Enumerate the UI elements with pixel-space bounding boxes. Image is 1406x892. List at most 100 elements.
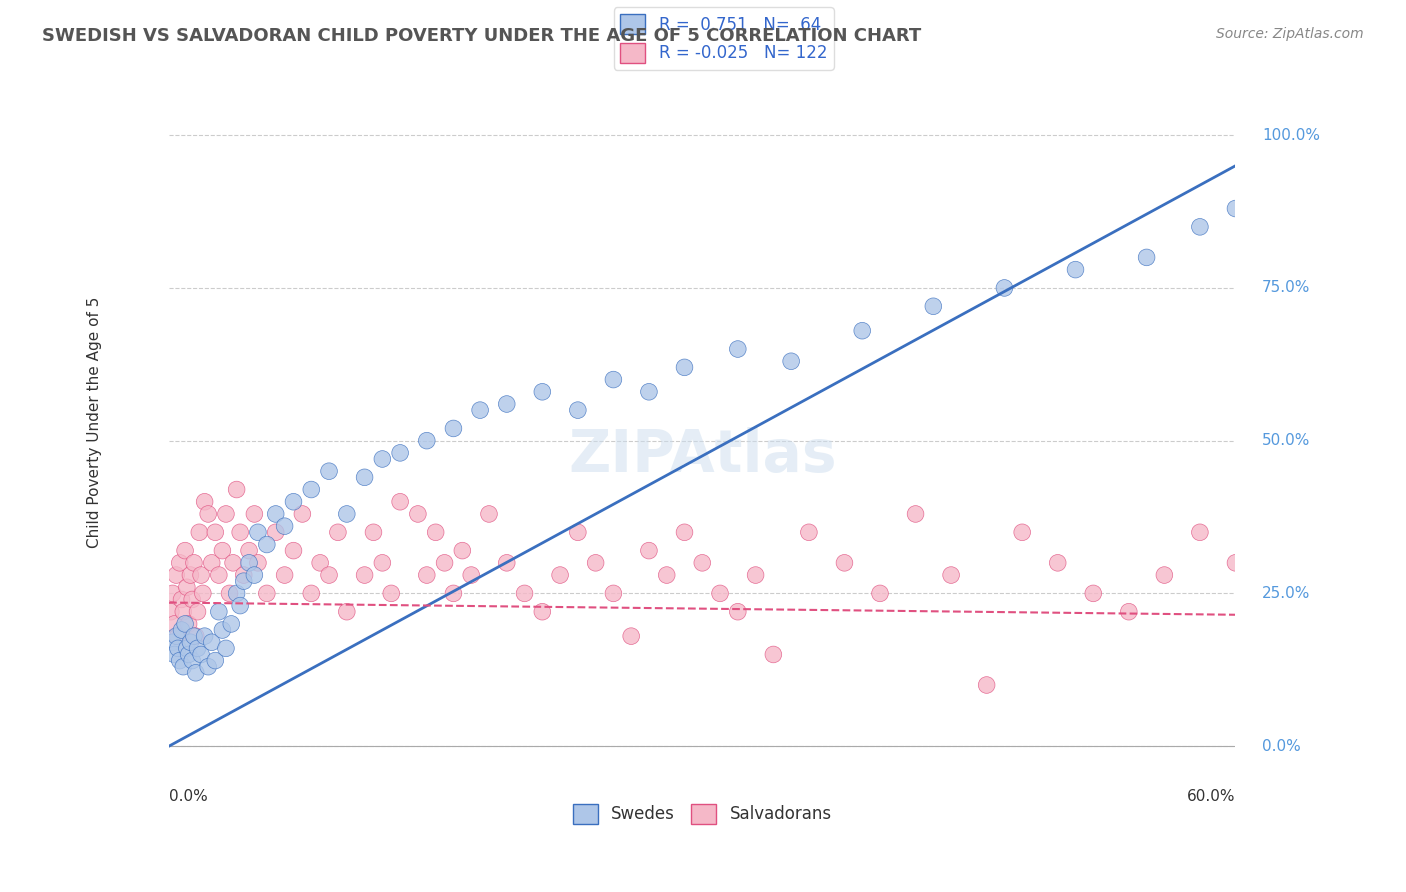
Point <box>309 556 332 570</box>
Point <box>797 525 820 540</box>
Point <box>167 629 190 643</box>
Point <box>371 452 394 467</box>
Point <box>194 494 217 508</box>
Point <box>318 464 340 478</box>
Point <box>169 654 191 668</box>
Point <box>1083 586 1105 600</box>
Point <box>709 586 731 600</box>
Point <box>264 525 287 540</box>
Point <box>1295 605 1317 619</box>
Point <box>229 525 252 540</box>
Point <box>256 537 278 551</box>
Point <box>183 629 205 643</box>
Point <box>513 586 536 600</box>
Point <box>371 556 394 570</box>
Point <box>336 605 359 619</box>
Point <box>1295 159 1317 173</box>
Text: ZIPAtlas: ZIPAtlas <box>568 427 837 484</box>
Point <box>299 483 322 497</box>
Point <box>638 543 661 558</box>
Point <box>1331 568 1354 582</box>
Point <box>1046 556 1069 570</box>
Point <box>162 635 184 649</box>
Point <box>1188 525 1211 540</box>
Point <box>162 586 184 600</box>
Point <box>238 556 260 570</box>
Point <box>939 568 962 582</box>
Point <box>174 616 197 631</box>
Point <box>1225 202 1247 216</box>
Point <box>190 568 212 582</box>
Point <box>389 494 412 508</box>
Point <box>851 324 873 338</box>
Point <box>197 507 219 521</box>
Text: 75.0%: 75.0% <box>1263 280 1310 295</box>
Point <box>443 421 465 435</box>
Point <box>170 592 193 607</box>
Text: 0.0%: 0.0% <box>169 789 208 804</box>
Point <box>160 605 183 619</box>
Point <box>219 616 242 631</box>
Point <box>416 434 439 448</box>
Point <box>1367 525 1389 540</box>
Point <box>283 543 305 558</box>
Point <box>1260 177 1282 191</box>
Point <box>655 568 678 582</box>
Point <box>416 568 439 582</box>
Point <box>179 568 201 582</box>
Point <box>176 580 198 594</box>
Point <box>1136 251 1159 265</box>
Point <box>222 556 245 570</box>
Point <box>531 384 554 399</box>
Point <box>165 568 187 582</box>
Point <box>869 586 891 600</box>
Point <box>238 543 260 558</box>
Point <box>232 568 254 582</box>
Point <box>183 556 205 570</box>
Point <box>208 568 231 582</box>
Point <box>170 623 193 637</box>
Point <box>172 605 194 619</box>
Point <box>264 507 287 521</box>
Point <box>585 556 607 570</box>
Point <box>567 525 589 540</box>
Text: 25.0%: 25.0% <box>1263 586 1310 601</box>
Point <box>433 556 456 570</box>
Point <box>186 605 208 619</box>
Point <box>283 494 305 508</box>
Text: 50.0%: 50.0% <box>1263 434 1310 448</box>
Point <box>468 403 491 417</box>
Point <box>181 592 204 607</box>
Point <box>174 543 197 558</box>
Point <box>177 616 200 631</box>
Point <box>225 483 247 497</box>
Point <box>204 525 226 540</box>
Point <box>744 568 766 582</box>
Legend: Swedes, Salvadorans: Swedes, Salvadorans <box>567 797 838 830</box>
Point <box>336 507 359 521</box>
Point <box>1402 556 1406 570</box>
Point <box>201 635 224 649</box>
Point <box>602 373 624 387</box>
Point <box>186 641 208 656</box>
Point <box>256 586 278 600</box>
Point <box>567 403 589 417</box>
Point <box>172 659 194 673</box>
Point <box>443 586 465 600</box>
Point <box>291 507 314 521</box>
Point <box>177 648 200 662</box>
Point <box>478 507 501 521</box>
Point <box>190 648 212 662</box>
Point <box>993 281 1015 295</box>
Point <box>1153 568 1175 582</box>
Point <box>181 654 204 668</box>
Text: 100.0%: 100.0% <box>1263 128 1320 143</box>
Point <box>326 525 349 540</box>
Point <box>273 519 295 533</box>
Point <box>176 641 198 656</box>
Point <box>780 354 803 368</box>
Point <box>673 360 696 375</box>
Point <box>215 507 238 521</box>
Point <box>225 586 247 600</box>
Point <box>1402 219 1406 234</box>
